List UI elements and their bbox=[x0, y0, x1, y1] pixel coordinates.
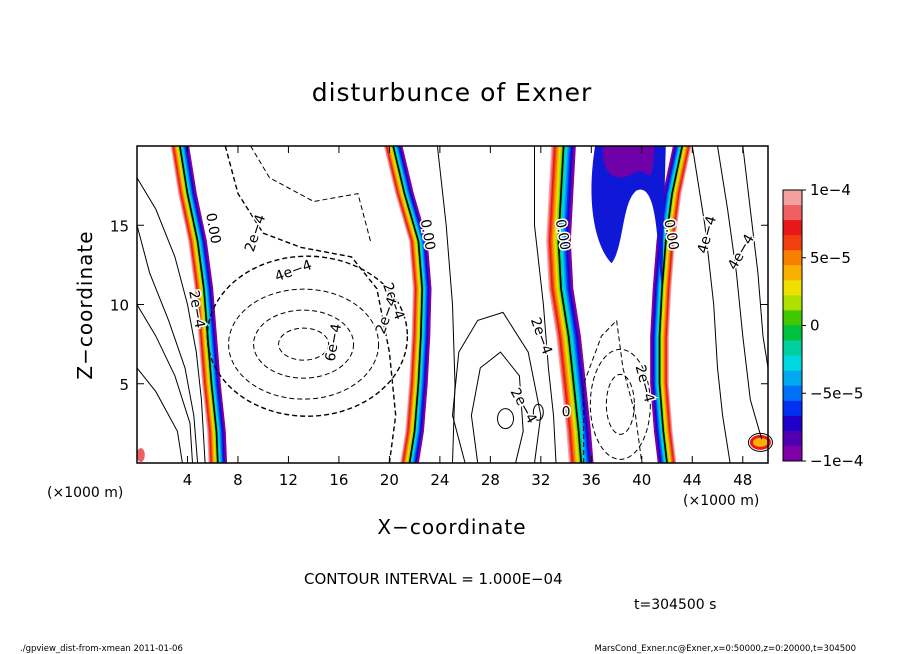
x-tick-label: 4 bbox=[183, 471, 193, 489]
blob-core bbox=[602, 146, 655, 178]
blob-band bbox=[591, 146, 666, 289]
x-tick-label: 40 bbox=[632, 471, 651, 489]
x-tick-label: 8 bbox=[233, 471, 243, 489]
pos-contour bbox=[717, 145, 763, 440]
colorbar-swatch bbox=[783, 400, 802, 417]
pos-contour bbox=[470, 351, 524, 464]
contour-interval-text: CONTOUR INTERVAL = 1.000E−04 bbox=[304, 570, 563, 588]
pos-contour bbox=[136, 367, 183, 464]
contour-label: 0 bbox=[562, 404, 571, 420]
x-tick-label: 28 bbox=[481, 471, 500, 489]
corner-blob-right bbox=[749, 434, 771, 450]
x-unit-label: (×1000 m) bbox=[683, 493, 759, 509]
zero-contour bbox=[179, 145, 219, 464]
colorbar-label: −5e−5 bbox=[810, 384, 863, 402]
colorbar-swatch bbox=[783, 295, 802, 311]
colorbar-swatch bbox=[783, 250, 802, 266]
pos-contour bbox=[742, 145, 769, 368]
colorbar-swatch bbox=[783, 220, 802, 236]
x-tick-label: 48 bbox=[733, 471, 752, 489]
x-tick-label: 12 bbox=[279, 471, 298, 489]
zero-contour bbox=[658, 145, 683, 464]
pos-contour bbox=[451, 311, 542, 464]
pos-contour bbox=[747, 432, 773, 452]
colorbar-swatch bbox=[783, 445, 802, 462]
neg-contour bbox=[253, 309, 355, 379]
pos-contour bbox=[497, 408, 515, 430]
footer-right: MarsCond_Exner.nc@Exner,x=0:50000,z=0:20… bbox=[594, 644, 856, 654]
colorbar-swatch bbox=[783, 415, 802, 432]
colorbar-swatch bbox=[783, 385, 802, 402]
x-tick-label: 32 bbox=[531, 471, 550, 489]
pos-contour bbox=[136, 225, 199, 464]
colorbar-label: 1e−4 bbox=[810, 181, 851, 199]
zero-contour bbox=[557, 145, 582, 464]
colorbar-swatch bbox=[783, 430, 802, 447]
neg-contour bbox=[278, 327, 330, 361]
corner-blob-left bbox=[136, 448, 145, 463]
colorbar-swatch bbox=[783, 355, 802, 372]
contour-label: 0.00 bbox=[417, 218, 438, 251]
footer-left: ./gpview_dist-from-xmean 2011-01-06 bbox=[20, 644, 183, 654]
neg-contour bbox=[583, 319, 643, 464]
x-axis-label: X−coordinate bbox=[377, 515, 526, 539]
neg-contour bbox=[250, 145, 371, 242]
y-axis-ticks: 5 10 15 bbox=[110, 217, 768, 394]
neg-contour bbox=[228, 288, 380, 400]
x-tick-label: 24 bbox=[430, 471, 449, 489]
colorbar-swatch bbox=[783, 235, 802, 251]
pos-contour bbox=[436, 145, 456, 464]
neg-contour bbox=[605, 373, 635, 435]
y-tick-label: 15 bbox=[110, 217, 129, 235]
colorbar-label: −1e−4 bbox=[810, 452, 863, 470]
pos-contour bbox=[534, 146, 557, 464]
colorbar-swatch bbox=[783, 280, 802, 296]
x-tick-label: 36 bbox=[582, 471, 601, 489]
chart-title: disturbunce of Exner bbox=[312, 78, 593, 107]
colorbar-swatch bbox=[783, 190, 802, 206]
neg-contour bbox=[224, 145, 397, 464]
colorbar-swatch bbox=[783, 205, 802, 221]
colorbar-swatch bbox=[783, 370, 802, 387]
x-axis-ticks: 4 8 12 16 20 24 28 32 36 40 44 48 bbox=[183, 146, 752, 489]
colorbar-swatch bbox=[783, 310, 802, 326]
contour-lines bbox=[136, 145, 773, 464]
y-tick-label: 5 bbox=[119, 376, 129, 394]
colorbar: 1e−4 5e−5 0 −5e−5 −1e−4 bbox=[782, 181, 863, 470]
plot-area: 0.00 0.00 0.00 0.002e−42e−44e−46e−42e−42e−4… bbox=[110, 145, 773, 489]
colorbar-swatch bbox=[783, 340, 802, 357]
colorbar-label: 0 bbox=[810, 317, 820, 335]
time-label: t=304500 s bbox=[634, 597, 716, 613]
zero-contour bbox=[392, 145, 424, 464]
pos-contour bbox=[136, 177, 206, 464]
x-tick-label: 16 bbox=[329, 471, 348, 489]
pos-contour bbox=[136, 304, 193, 464]
neg-contour bbox=[589, 348, 651, 460]
colorbar-swatch bbox=[783, 325, 802, 342]
pos-contour bbox=[691, 145, 731, 464]
y-unit-label: (×1000 m) bbox=[47, 485, 123, 501]
x-tick-label: 44 bbox=[683, 471, 702, 489]
y-axis-label: Z−coordinate bbox=[73, 230, 97, 379]
colorbar-swatch bbox=[783, 265, 802, 281]
x-tick-label: 20 bbox=[380, 471, 399, 489]
y-tick-label: 10 bbox=[110, 297, 129, 315]
colorbar-label: 5e−5 bbox=[810, 249, 851, 267]
pos-contour bbox=[532, 403, 544, 421]
